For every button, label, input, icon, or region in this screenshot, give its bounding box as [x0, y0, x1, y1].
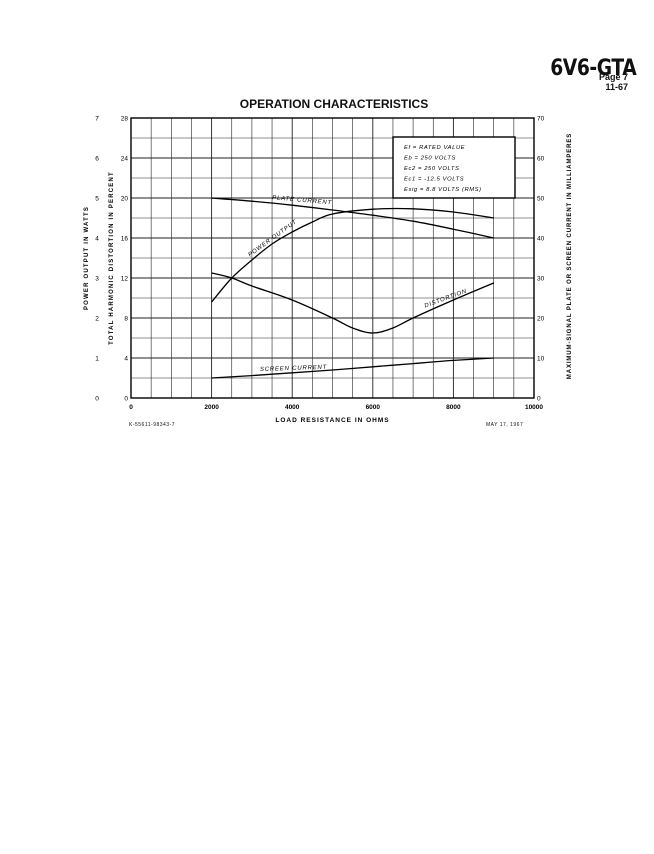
plate-current-label: PLATE CURRENT — [272, 195, 333, 206]
y-distortion-tick-label: 28 — [121, 116, 129, 123]
condition-line: Esig = 8.8 VOLTS (RMS) — [404, 187, 482, 193]
y-current-tick-label: 50 — [537, 196, 545, 203]
y-current-tick-label: 20 — [537, 316, 545, 323]
tick-labels: 0 2000 4000 6000 8000 10000012345670481216202… — [84, 116, 573, 425]
y-current-tick-label: 0 — [537, 396, 541, 403]
y-current-tick-label: 30 — [537, 276, 545, 283]
power-output-label: POWER OUTPUT — [248, 219, 299, 259]
y-distortion-tick-label: 20 — [121, 196, 129, 203]
x-axis-label: LOAD RESISTANCE IN OHMS — [275, 417, 389, 424]
y-axis-label-current: MAXIMUM-SIGNAL PLATE OR SCREEN CURRENT I… — [567, 133, 573, 379]
y-distortion-tick-label: 8 — [124, 316, 128, 323]
y-power-tick-label: 1 — [95, 356, 99, 363]
page-number: Page 7 — [598, 72, 628, 82]
x-tick-label: 6000 — [366, 404, 381, 411]
plot-axes — [130, 117, 535, 399]
drawing-date: MAY 17, 1967 — [486, 422, 524, 428]
x-tick-label: 10000 — [525, 404, 543, 411]
y-distortion-tick-label: 12 — [121, 276, 129, 283]
y-power-tick-label: 7 — [95, 116, 99, 123]
plot-grid — [130, 117, 535, 399]
y-current-tick-label: 40 — [537, 236, 545, 243]
y-distortion-tick-label: 4 — [124, 356, 128, 363]
plot-frame — [130, 117, 535, 399]
chart-title: OPERATION CHARACTERISTICS — [239, 97, 429, 111]
y-distortion-tick-label: 0 — [124, 396, 128, 403]
y-power-tick-label: 0 — [95, 396, 99, 403]
conditions-frame — [392, 136, 516, 199]
condition-line: Ec2 = 250 VOLTS — [404, 166, 459, 172]
screen-current-label: SCREEN CURRENT — [260, 365, 328, 373]
distortion-curve — [211, 272, 494, 334]
y-power-tick-label: 4 — [95, 236, 99, 243]
distortion-label: DISTORTION — [424, 289, 468, 310]
condition-line: Eb = 250 VOLTS — [404, 156, 456, 162]
y-axis-label-power: POWER OUTPUT IN WATTS — [84, 206, 90, 310]
y-distortion-tick-label: 24 — [121, 156, 129, 163]
x-tick-label: 4000 — [285, 404, 300, 411]
plate-current-curve — [211, 197, 494, 239]
conditions-box: Ef = RATED VALUE Eb = 250 VOLTS Ec2 = 250 … — [392, 136, 516, 199]
y-current-tick-label: 70 — [537, 116, 545, 123]
y-current-tick-label: 10 — [537, 356, 545, 363]
y-axis-label-distortion: TOTAL HARMONIC DISTORTION IN PERCENT — [109, 171, 115, 345]
condition-line: Ec1 = -12.5 VOLTS — [404, 177, 464, 183]
x-tick-label: 8000 — [446, 404, 461, 411]
tube-type-label: 6V6-GTA — [549, 56, 637, 81]
y-current-tick-label: 60 — [537, 156, 545, 163]
drawing-number: K-55611-98343-7 — [129, 422, 176, 428]
x-tick-label: 2000 — [204, 404, 219, 411]
revision-date: 11-67 — [605, 82, 628, 92]
y-power-tick-label: 2 — [95, 316, 99, 323]
screen-current-curve — [211, 357, 494, 379]
power-output-curve — [211, 207, 494, 303]
y-distortion-tick-label: 16 — [121, 236, 129, 243]
x-tick-label: 0 — [129, 404, 133, 411]
condition-line: Ef = RATED VALUE — [404, 145, 465, 151]
y-power-tick-label: 3 — [95, 276, 99, 283]
y-power-tick-label: 6 — [95, 156, 99, 163]
y-power-tick-label: 5 — [95, 196, 99, 203]
